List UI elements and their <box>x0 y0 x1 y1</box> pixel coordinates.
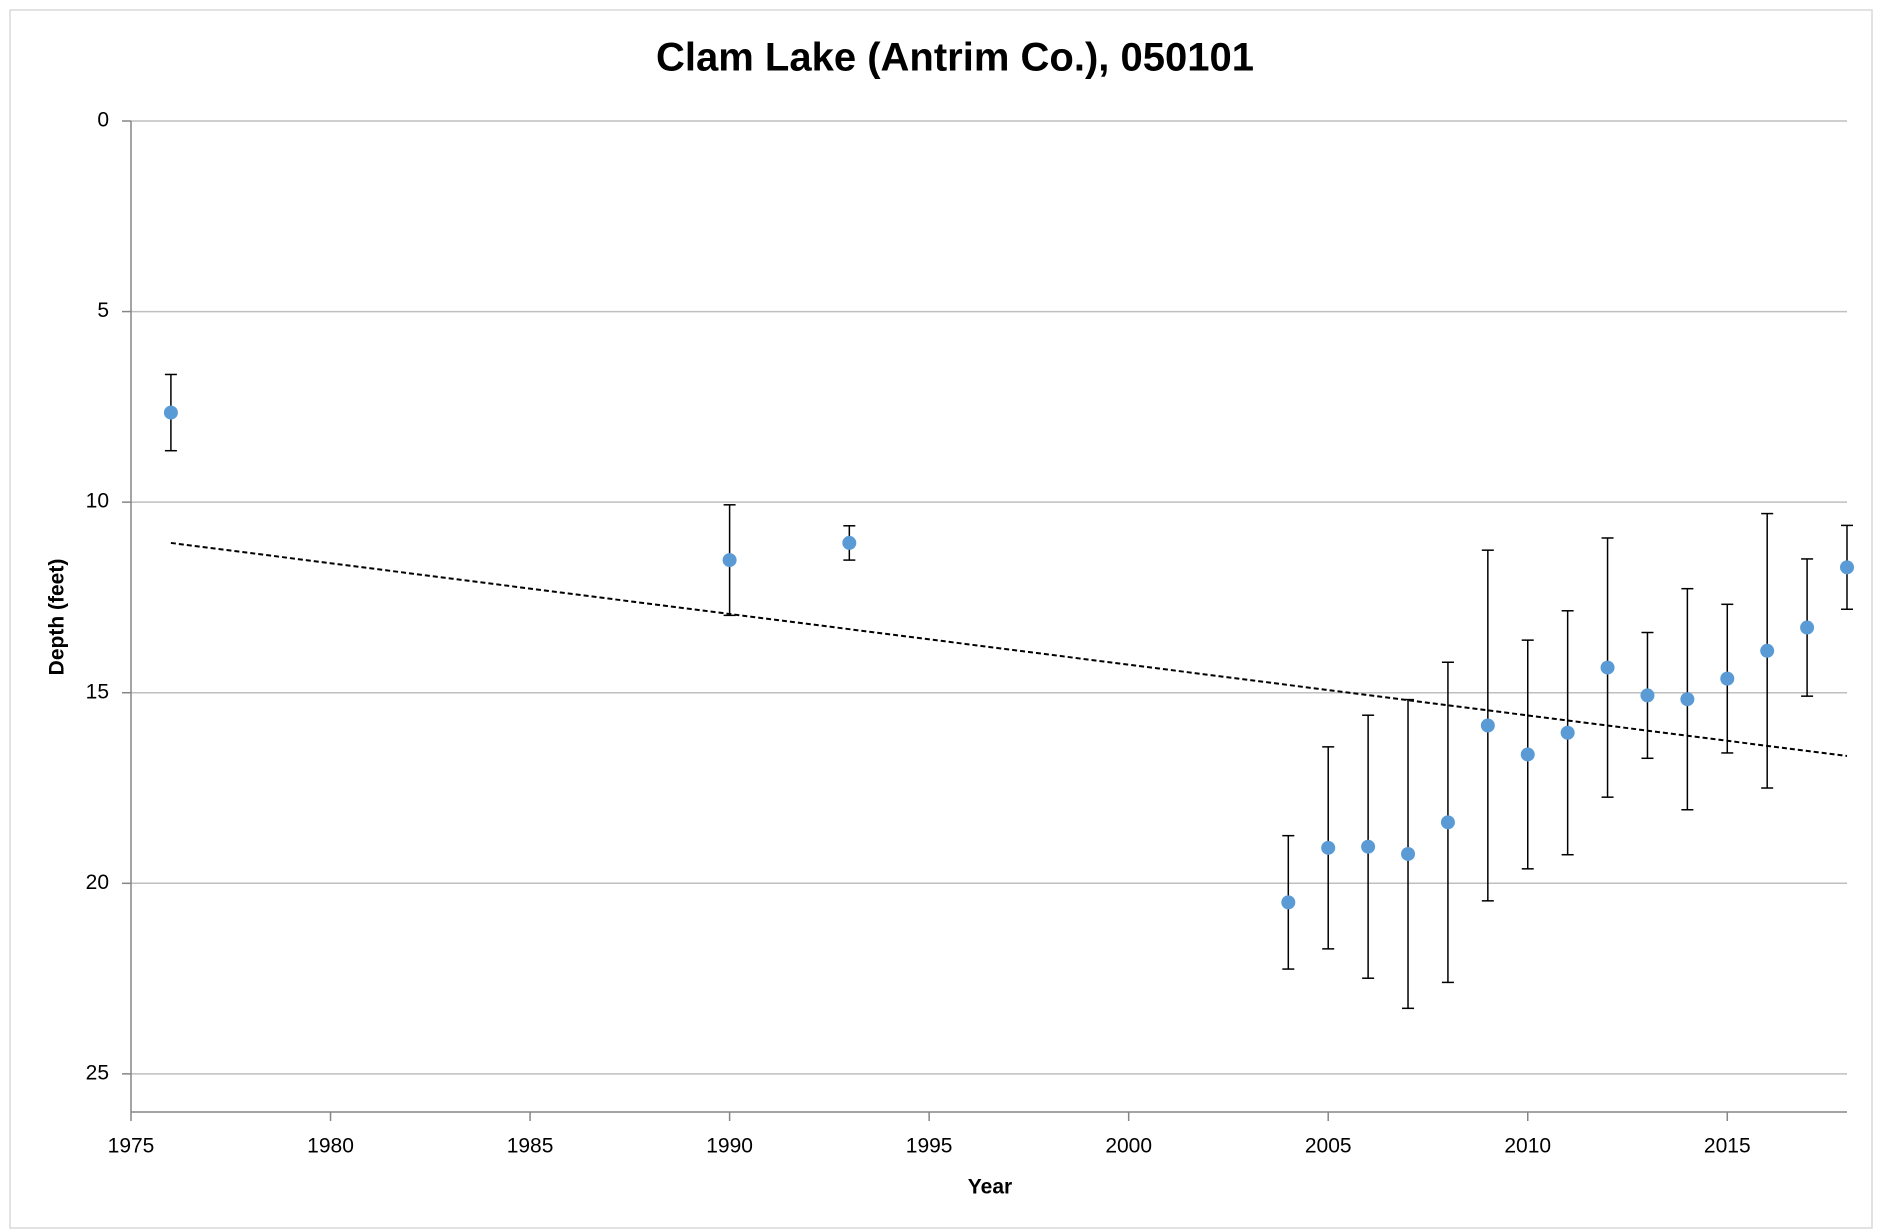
chart-title: Clam Lake (Antrim Co.), 050101 <box>656 36 1254 80</box>
x-tick-label: 1995 <box>906 1135 953 1158</box>
data-point <box>1520 747 1535 762</box>
x-tick-label: 2005 <box>1305 1135 1352 1158</box>
data-point <box>1840 560 1854 575</box>
x-tick-label: 1975 <box>108 1135 155 1158</box>
data-point <box>1800 620 1815 635</box>
data-point <box>1760 643 1775 658</box>
x-axis-title: Year <box>968 1176 1012 1199</box>
data-point <box>1560 725 1575 740</box>
data-point <box>163 405 178 420</box>
x-tick-label: 2000 <box>1105 1135 1152 1158</box>
x-tick-label: 1980 <box>307 1135 354 1158</box>
data-point <box>842 535 857 550</box>
y-tick-label: 20 <box>86 871 109 894</box>
x-tick-label: 2010 <box>1504 1135 1551 1158</box>
y-tick-label: 25 <box>86 1061 109 1084</box>
data-point <box>1361 839 1376 854</box>
data-point <box>722 553 737 568</box>
data-point <box>1640 688 1655 703</box>
x-tick-label: 2015 <box>1704 1135 1751 1158</box>
x-tick-label: 1985 <box>507 1135 554 1158</box>
data-point <box>1480 718 1495 733</box>
chart-border <box>9 9 1873 1229</box>
data-point <box>1401 846 1416 861</box>
data-point <box>1680 692 1695 707</box>
y-tick-label: 0 <box>97 109 109 132</box>
data-point <box>1600 660 1615 675</box>
y-axis-title: Depth (feet) <box>46 559 69 676</box>
y-tick-label: 5 <box>97 299 109 322</box>
data-point <box>1281 895 1296 910</box>
data-point <box>1720 671 1735 686</box>
data-point <box>1440 815 1455 830</box>
x-tick-label: 1990 <box>706 1135 753 1158</box>
y-tick-label: 15 <box>86 680 109 703</box>
trendline <box>170 541 1848 757</box>
y-tick-label: 10 <box>86 490 109 513</box>
data-point <box>1321 840 1336 855</box>
